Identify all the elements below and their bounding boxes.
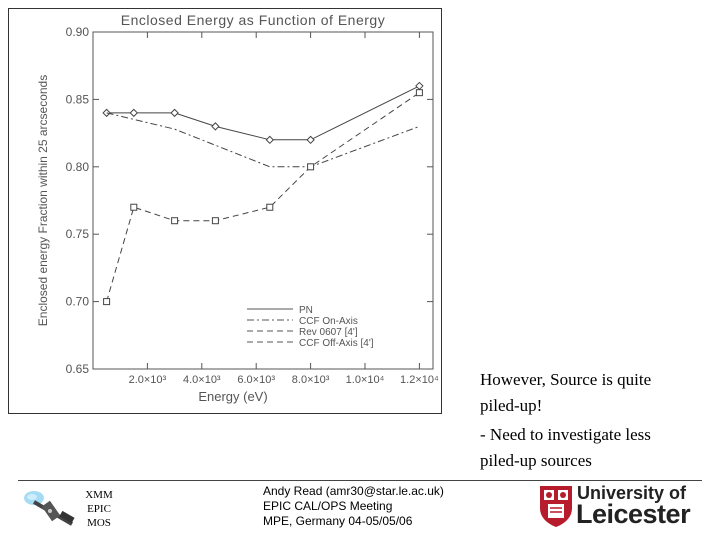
meeting-line: EPIC CAL/OPS Meeting xyxy=(263,499,393,513)
x-tick-label: 1.0×10⁴ xyxy=(346,374,385,386)
epic-label: EPIC xyxy=(87,503,111,515)
data-point-diamond xyxy=(170,108,179,118)
x-tick-label: 1.2×10⁴ xyxy=(400,374,439,386)
data-point-square xyxy=(211,217,219,225)
series-line-pn xyxy=(106,85,420,141)
location-line: MPE, Germany 04-05/05/06 xyxy=(263,514,413,528)
legend-entry: CCF On-Axis xyxy=(299,316,358,327)
y-tick-label: 0.85 xyxy=(66,92,90,106)
y-tick-label: 0.75 xyxy=(66,227,90,241)
data-point-diamond xyxy=(211,122,220,131)
author-line: Andy Read (amr30@star.le.ac.uk) xyxy=(263,484,444,498)
data-point-square xyxy=(103,298,111,306)
y-tick-label: 0.70 xyxy=(66,295,90,309)
note-line-2: piled-up! xyxy=(480,396,543,415)
note-line-4: piled-up sources xyxy=(480,451,592,470)
plot-area-border xyxy=(92,31,434,370)
y-tick-label: 0.80 xyxy=(66,160,90,174)
series-line-ccf-on-axis xyxy=(106,112,420,168)
x-tick-label: 4.0×10³ xyxy=(183,374,221,386)
data-point-square xyxy=(171,217,179,225)
data-point-square xyxy=(266,203,274,211)
footer-divider xyxy=(18,480,702,481)
note-line-3: - Need to investigate less xyxy=(480,425,651,444)
y-tick-label: 0.65 xyxy=(66,362,90,376)
data-point-diamond xyxy=(102,108,111,118)
data-point-square xyxy=(307,163,315,171)
x-tick-label: 8.0×10³ xyxy=(292,374,330,386)
xmm-satellite-icon xyxy=(20,484,80,534)
y-tick-label: 0.90 xyxy=(66,25,90,39)
legend-entry: CCF Off-Axis [4'] xyxy=(299,338,374,349)
leicester-text: Leicester xyxy=(576,499,691,529)
legend-entry: Rev 0607 [4'] xyxy=(299,327,358,338)
data-point-diamond xyxy=(129,108,139,118)
enclosed-energy-chart: 0.65 0.70 0.75 0.80 0.85 0.90 2.0×10³ 4.0×10³ 6.… xyxy=(36,12,439,404)
mos-label: MOS xyxy=(87,517,111,529)
university-crest-icon xyxy=(538,484,574,528)
data-point-diamond xyxy=(415,81,424,91)
chart-panel: 0.65 0.70 0.75 0.80 0.85 0.90 2.0×10³ 4.0×10³ 6.… xyxy=(8,8,442,414)
legend-entry: PN xyxy=(299,305,313,316)
x-axis-label: Energy (eV) xyxy=(198,389,267,404)
xmm-label: XMM xyxy=(85,489,113,501)
x-tick-label: 2.0×10³ xyxy=(129,374,167,386)
data-point-square xyxy=(415,89,423,97)
y-axis-label: Enclosed energy Fraction within 25 arcse… xyxy=(36,75,50,326)
university-of-text: University of xyxy=(577,483,687,503)
note-line-1: However, Source is quite xyxy=(480,370,652,389)
data-point-diamond xyxy=(306,135,315,145)
data-point-square xyxy=(130,203,138,211)
data-point-diamond xyxy=(265,135,275,145)
chart-title: Enclosed Energy as Function of Energy xyxy=(121,12,385,28)
x-tick-label: 6.0×10³ xyxy=(237,374,275,386)
